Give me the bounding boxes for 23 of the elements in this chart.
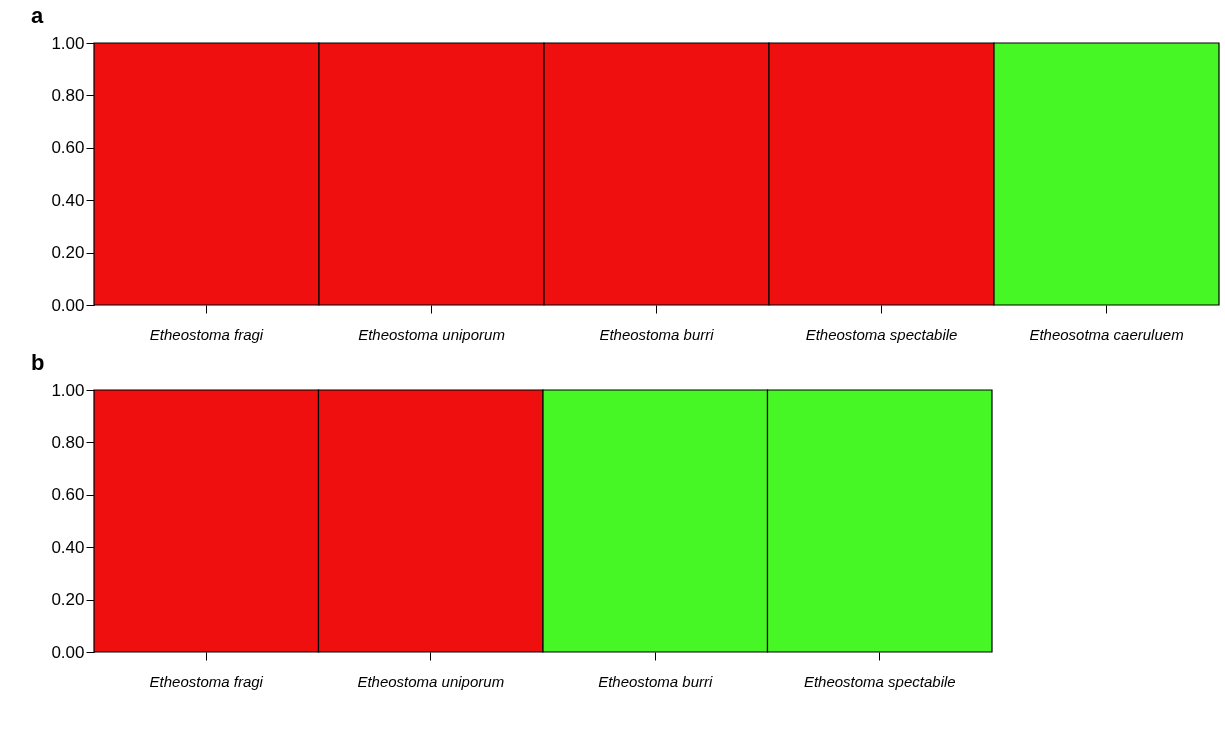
x-tick-label: Etheostoma burri <box>598 672 714 690</box>
y-tick-label: 1.00 <box>51 33 85 53</box>
y-tick-label: 0.40 <box>51 537 85 557</box>
x-tick-label: Etheostoma uniporum <box>358 325 505 343</box>
y-tick-label: 0.20 <box>51 590 85 610</box>
x-tick-label: Etheostoma uniporum <box>357 672 505 690</box>
y-tick-label: 0.80 <box>51 432 85 452</box>
x-tick-label: Etheostoma fragi <box>149 672 264 690</box>
x-tick-label: Etheostoma spectabile <box>805 325 958 343</box>
x-tick-label: Etheostoma fragi <box>149 325 264 343</box>
y-tick-label: 0.00 <box>51 295 85 315</box>
chart-title: b <box>30 350 45 375</box>
x-tick-label: Etheostoma burri <box>599 325 715 343</box>
y-tick-label: 0.60 <box>51 485 85 505</box>
x-tick-label: Etheostoma spectabile <box>803 672 956 690</box>
x-tick-label: Etheosotma caeruluem <box>1029 325 1184 343</box>
y-tick-label: 1.00 <box>51 380 85 400</box>
y-tick-label: 0.80 <box>51 85 85 105</box>
y-tick-label: 0.40 <box>51 190 85 210</box>
chart-title: a <box>30 3 44 28</box>
y-tick-label: 0.60 <box>51 138 85 158</box>
y-tick-label: 0.00 <box>51 642 85 662</box>
y-tick-label: 0.20 <box>51 243 85 263</box>
